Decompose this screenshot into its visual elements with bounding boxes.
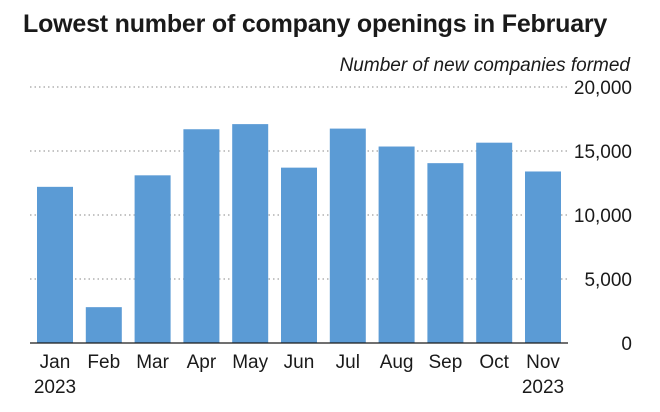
x-tick-label: Jun	[284, 352, 315, 373]
y-tick-label: 10,000	[574, 206, 632, 227]
x-tick-label: May	[232, 352, 268, 373]
y-tick-label: 0	[621, 334, 632, 355]
bar-may	[232, 124, 269, 344]
bar-aug	[378, 146, 415, 343]
unit-label: Number of new companies formed	[340, 55, 632, 76]
x-tick-label: Nov	[526, 352, 560, 373]
bar-jul	[329, 128, 366, 343]
y-tick-label: 5,000	[584, 270, 632, 291]
bar-nov	[525, 171, 561, 343]
x-tick-label: Apr	[187, 352, 217, 373]
bars	[37, 124, 561, 344]
year-label-end: 2023	[522, 377, 564, 398]
bar-jun	[281, 167, 317, 343]
x-tick-label: Jul	[336, 352, 360, 373]
year-label-start: 2023	[34, 377, 76, 398]
x-tick-label: Mar	[136, 352, 169, 373]
x-tick-label: Feb	[87, 352, 120, 373]
y-tick-label: 15,000	[574, 142, 632, 163]
chart-title: Lowest number of company openings in Feb…	[23, 10, 608, 38]
bar-jan	[37, 186, 73, 343]
y-tick-label: 20,000	[574, 78, 632, 99]
x-tick-label: Sep	[428, 352, 462, 373]
bar-apr	[183, 129, 220, 343]
bar-sep	[427, 163, 464, 343]
y-tick-labels: 0 5,000 10,000 15,000 20,000	[574, 78, 632, 355]
x-tick-labels: Jan Feb Mar Apr May Jun Jul Aug Sep Oct Nov 2023 202…	[34, 352, 564, 398]
x-tick-label: Oct	[479, 352, 509, 373]
x-tick-label: Jan	[40, 352, 71, 373]
bar-mar	[134, 175, 171, 343]
x-tick-label: Aug	[380, 352, 414, 373]
bar-feb	[85, 307, 122, 343]
bar-oct	[476, 142, 513, 343]
